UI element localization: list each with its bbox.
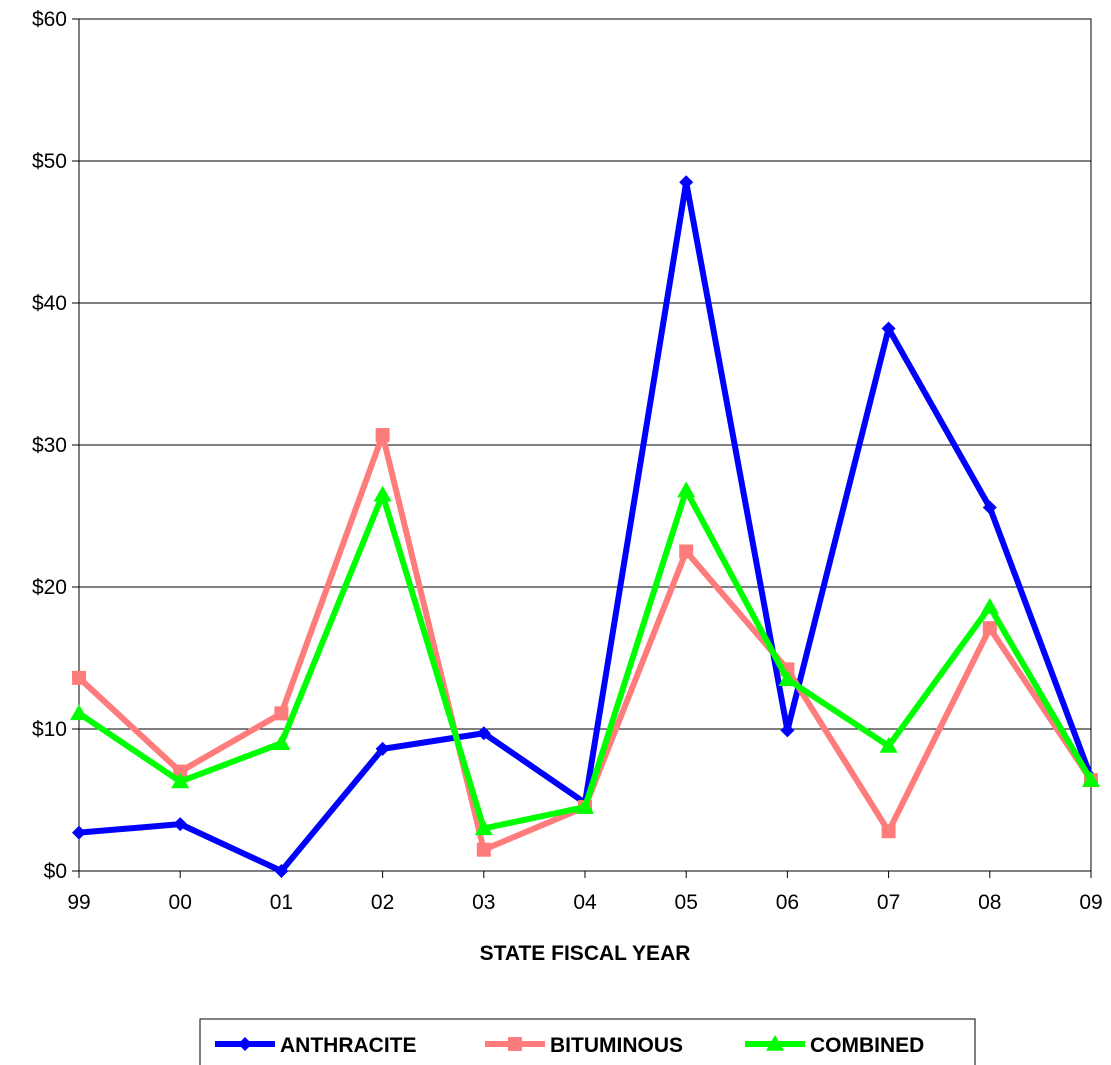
data-point-combined <box>677 481 696 498</box>
data-point-anthracite <box>476 726 491 741</box>
legend-marker-combined <box>766 1035 784 1051</box>
data-point-anthracite <box>375 741 390 756</box>
x-axis-ticks: 99 00 01 02 03 04 05 06 07 08 09 <box>67 871 1103 914</box>
data-point-combined <box>879 737 898 753</box>
data-point-bituminous <box>274 706 289 721</box>
x-tick-label: 00 <box>169 891 192 914</box>
legend-label-anthracite: ANTHRACITE <box>280 1034 417 1057</box>
legend-item-anthracite: ANTHRACITE <box>215 1034 417 1057</box>
legend-label-combined: COMBINED <box>810 1034 924 1057</box>
data-point-anthracite <box>173 817 188 832</box>
data-point-anthracite <box>274 864 289 878</box>
series-combined <box>70 481 1100 836</box>
x-tick-label: 05 <box>675 891 698 914</box>
data-point-combined <box>576 798 594 814</box>
y-tick-label: $50 <box>32 150 67 173</box>
y-tick-label: $10 <box>32 718 67 741</box>
data-point-bituminous <box>881 824 896 839</box>
data-point-combined <box>778 670 797 687</box>
x-tick-label: 06 <box>776 891 799 914</box>
x-tick-label: 01 <box>270 891 293 914</box>
y-tick-label: $60 <box>32 8 67 31</box>
legend-label-bituminous: BITUMINOUS <box>550 1034 683 1057</box>
data-point-bituminous <box>375 428 390 443</box>
x-tick-label: 03 <box>472 891 495 914</box>
x-tick-label: 99 <box>67 891 90 914</box>
data-point-anthracite <box>881 321 896 336</box>
data-point-anthracite <box>780 723 795 738</box>
series-layer <box>70 175 1100 878</box>
series-anthracite <box>72 175 1098 878</box>
y-tick-label: $0 <box>44 860 67 883</box>
legend-item-combined: COMBINED <box>745 1034 924 1057</box>
legend-marker-bituminous <box>508 1037 522 1051</box>
data-point-anthracite <box>72 825 86 840</box>
series-line-combined <box>76 487 1094 832</box>
data-point-combined <box>980 597 999 614</box>
legend-marker-anthracite <box>238 1037 252 1051</box>
y-axis-ticks: $0 $10 $20 $30 $40 $50 $60 <box>32 8 79 883</box>
x-tick-label: 02 <box>371 891 394 914</box>
data-point-anthracite <box>679 175 694 190</box>
legend-box <box>199 1018 976 1065</box>
data-point-bituminous <box>173 764 188 779</box>
x-tick-label: 09 <box>1079 891 1102 914</box>
data-point-combined <box>474 819 493 836</box>
y-tick-label: $40 <box>32 292 67 315</box>
data-point-bituminous <box>72 670 86 685</box>
x-tick-label: 04 <box>573 891 597 914</box>
y-tick-label: $30 <box>32 434 67 457</box>
x-tick-label: 07 <box>877 891 900 914</box>
data-point-combined <box>373 485 392 502</box>
data-point-combined <box>70 704 88 721</box>
y-tick-label: $20 <box>32 576 67 599</box>
data-point-bituminous <box>476 842 491 857</box>
data-point-bituminous <box>679 544 694 559</box>
series-line-anthracite <box>76 179 1094 874</box>
data-point-combined <box>1082 771 1100 787</box>
data-point-anthracite <box>982 500 997 515</box>
data-point-combined <box>171 772 190 789</box>
legend: ANTHRACITE BITUMINOUS COMBINED <box>199 1018 976 1065</box>
data-point-combined <box>272 734 291 750</box>
data-point-bituminous <box>982 621 997 636</box>
x-tick-label: 08 <box>978 891 1001 914</box>
legend-item-bituminous: BITUMINOUS <box>485 1034 683 1057</box>
x-axis-label: STATE FISCAL YEAR <box>480 942 691 965</box>
